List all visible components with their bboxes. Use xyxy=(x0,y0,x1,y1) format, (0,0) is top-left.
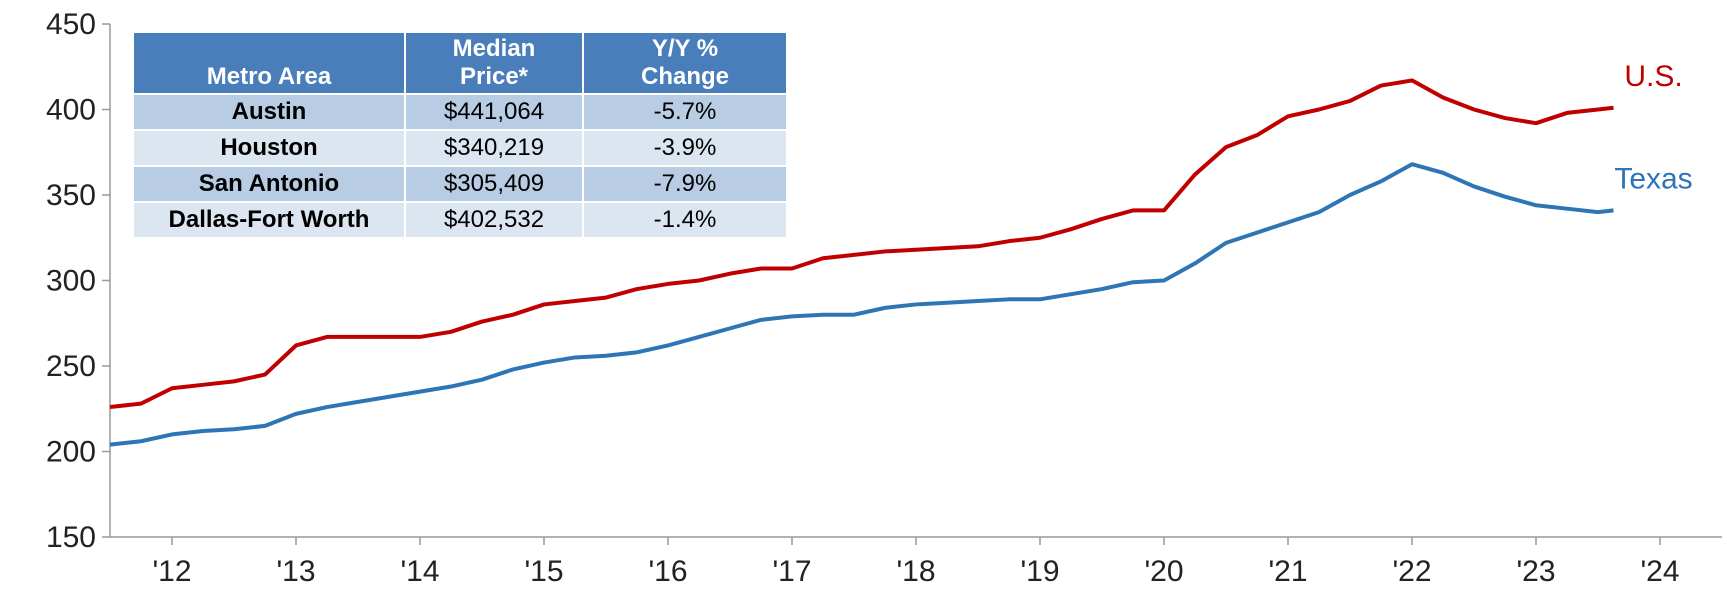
series-label: Texas xyxy=(1614,162,1692,195)
table-cell: Dallas-Fort Worth xyxy=(134,201,406,237)
x-tick-label: '12 xyxy=(152,555,191,588)
header-text: Price* xyxy=(459,63,529,90)
header-cell: Metro Area xyxy=(134,33,406,94)
y-tick-label: 400 xyxy=(46,94,96,127)
x-tick-label: '19 xyxy=(1020,555,1059,588)
y-tick-label: 350 xyxy=(46,179,96,212)
table-row: Austin $441,064 -5.7% xyxy=(134,93,788,130)
x-tick-label: '20 xyxy=(1144,555,1183,588)
table-cell: $402,532 xyxy=(405,201,584,237)
table-row: San Antonio $305,409 -7.9% xyxy=(134,165,788,202)
y-tick-label: 250 xyxy=(46,350,96,383)
x-tick-label: '22 xyxy=(1392,555,1431,588)
table-cell: San Antonio xyxy=(134,165,406,202)
table-row: Dallas-Fort Worth $402,532 -1.4% xyxy=(134,201,788,237)
x-tick-label: '15 xyxy=(524,555,563,588)
table-cell: -1.4% xyxy=(583,201,788,237)
header-text: Change xyxy=(640,63,729,90)
table-cell: -7.9% xyxy=(583,165,788,202)
y-tick-label: 200 xyxy=(46,436,96,469)
y-tick-label: 450 xyxy=(46,8,96,41)
header-text: Median xyxy=(452,35,536,62)
x-tick-label: '24 xyxy=(1640,555,1679,588)
x-tick-label: '13 xyxy=(276,555,315,588)
header-row: Metro Area Median Price* Y/Y % Change xyxy=(134,33,788,94)
table-cell: -5.7% xyxy=(583,93,788,130)
table-cell: $340,219 xyxy=(405,129,584,166)
header-text: Metro Area xyxy=(206,63,332,90)
line-series xyxy=(109,162,1614,447)
x-tick-label: '18 xyxy=(896,555,935,588)
table-cell: $441,064 xyxy=(405,93,584,130)
header-text: Y/Y % xyxy=(651,35,719,62)
line-series xyxy=(109,78,1614,410)
y-tick-label: 300 xyxy=(46,265,96,298)
metro-table: Metro Area Median Price* Y/Y % Change Austin $… xyxy=(134,33,788,237)
table-cell: -3.9% xyxy=(583,129,788,166)
table-cell: Houston xyxy=(134,129,406,166)
x-tick-label: '23 xyxy=(1516,555,1555,588)
table-cell: $305,409 xyxy=(405,165,584,202)
x-tick-label: '21 xyxy=(1268,555,1307,588)
table-row: Houston $340,219 -3.9% xyxy=(134,129,788,166)
table-cell: Austin xyxy=(134,93,406,130)
x-tick-label: '14 xyxy=(400,555,439,588)
header-cell: Median Price* xyxy=(405,33,584,94)
header-cell: Y/Y % Change xyxy=(583,33,788,94)
series-label: U.S. xyxy=(1624,60,1682,93)
x-tick-label: '17 xyxy=(772,555,811,588)
y-tick-label: 150 xyxy=(46,521,96,554)
x-tick-label: '16 xyxy=(648,555,687,588)
